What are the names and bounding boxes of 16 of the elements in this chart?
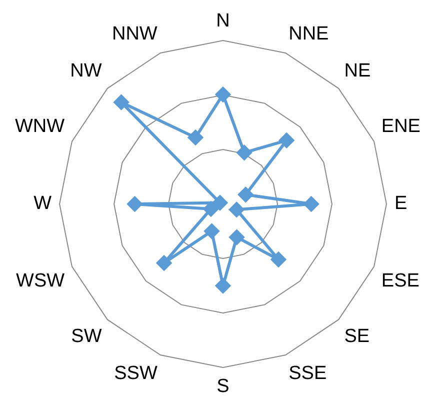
spoke-label: W: [34, 193, 52, 214]
spoke-label: SSE: [288, 363, 327, 384]
spoke-label: N: [216, 10, 230, 32]
spoke-label: WSW: [16, 270, 65, 292]
spoke-label: SW: [71, 326, 102, 347]
spoke-label: ENE: [381, 116, 420, 138]
spoke-label: NNW: [112, 23, 158, 44]
spoke-label: WNW: [14, 116, 65, 138]
spoke-label: ESE: [381, 270, 420, 292]
spoke-label: NNE: [288, 23, 329, 44]
spoke-label: SSW: [114, 363, 158, 384]
spoke-label: E: [394, 193, 408, 214]
spoke-label: NE: [344, 60, 371, 82]
spoke-label: NW: [70, 60, 102, 82]
spoke-label: S: [216, 376, 230, 398]
spoke-label: SE: [344, 326, 370, 347]
